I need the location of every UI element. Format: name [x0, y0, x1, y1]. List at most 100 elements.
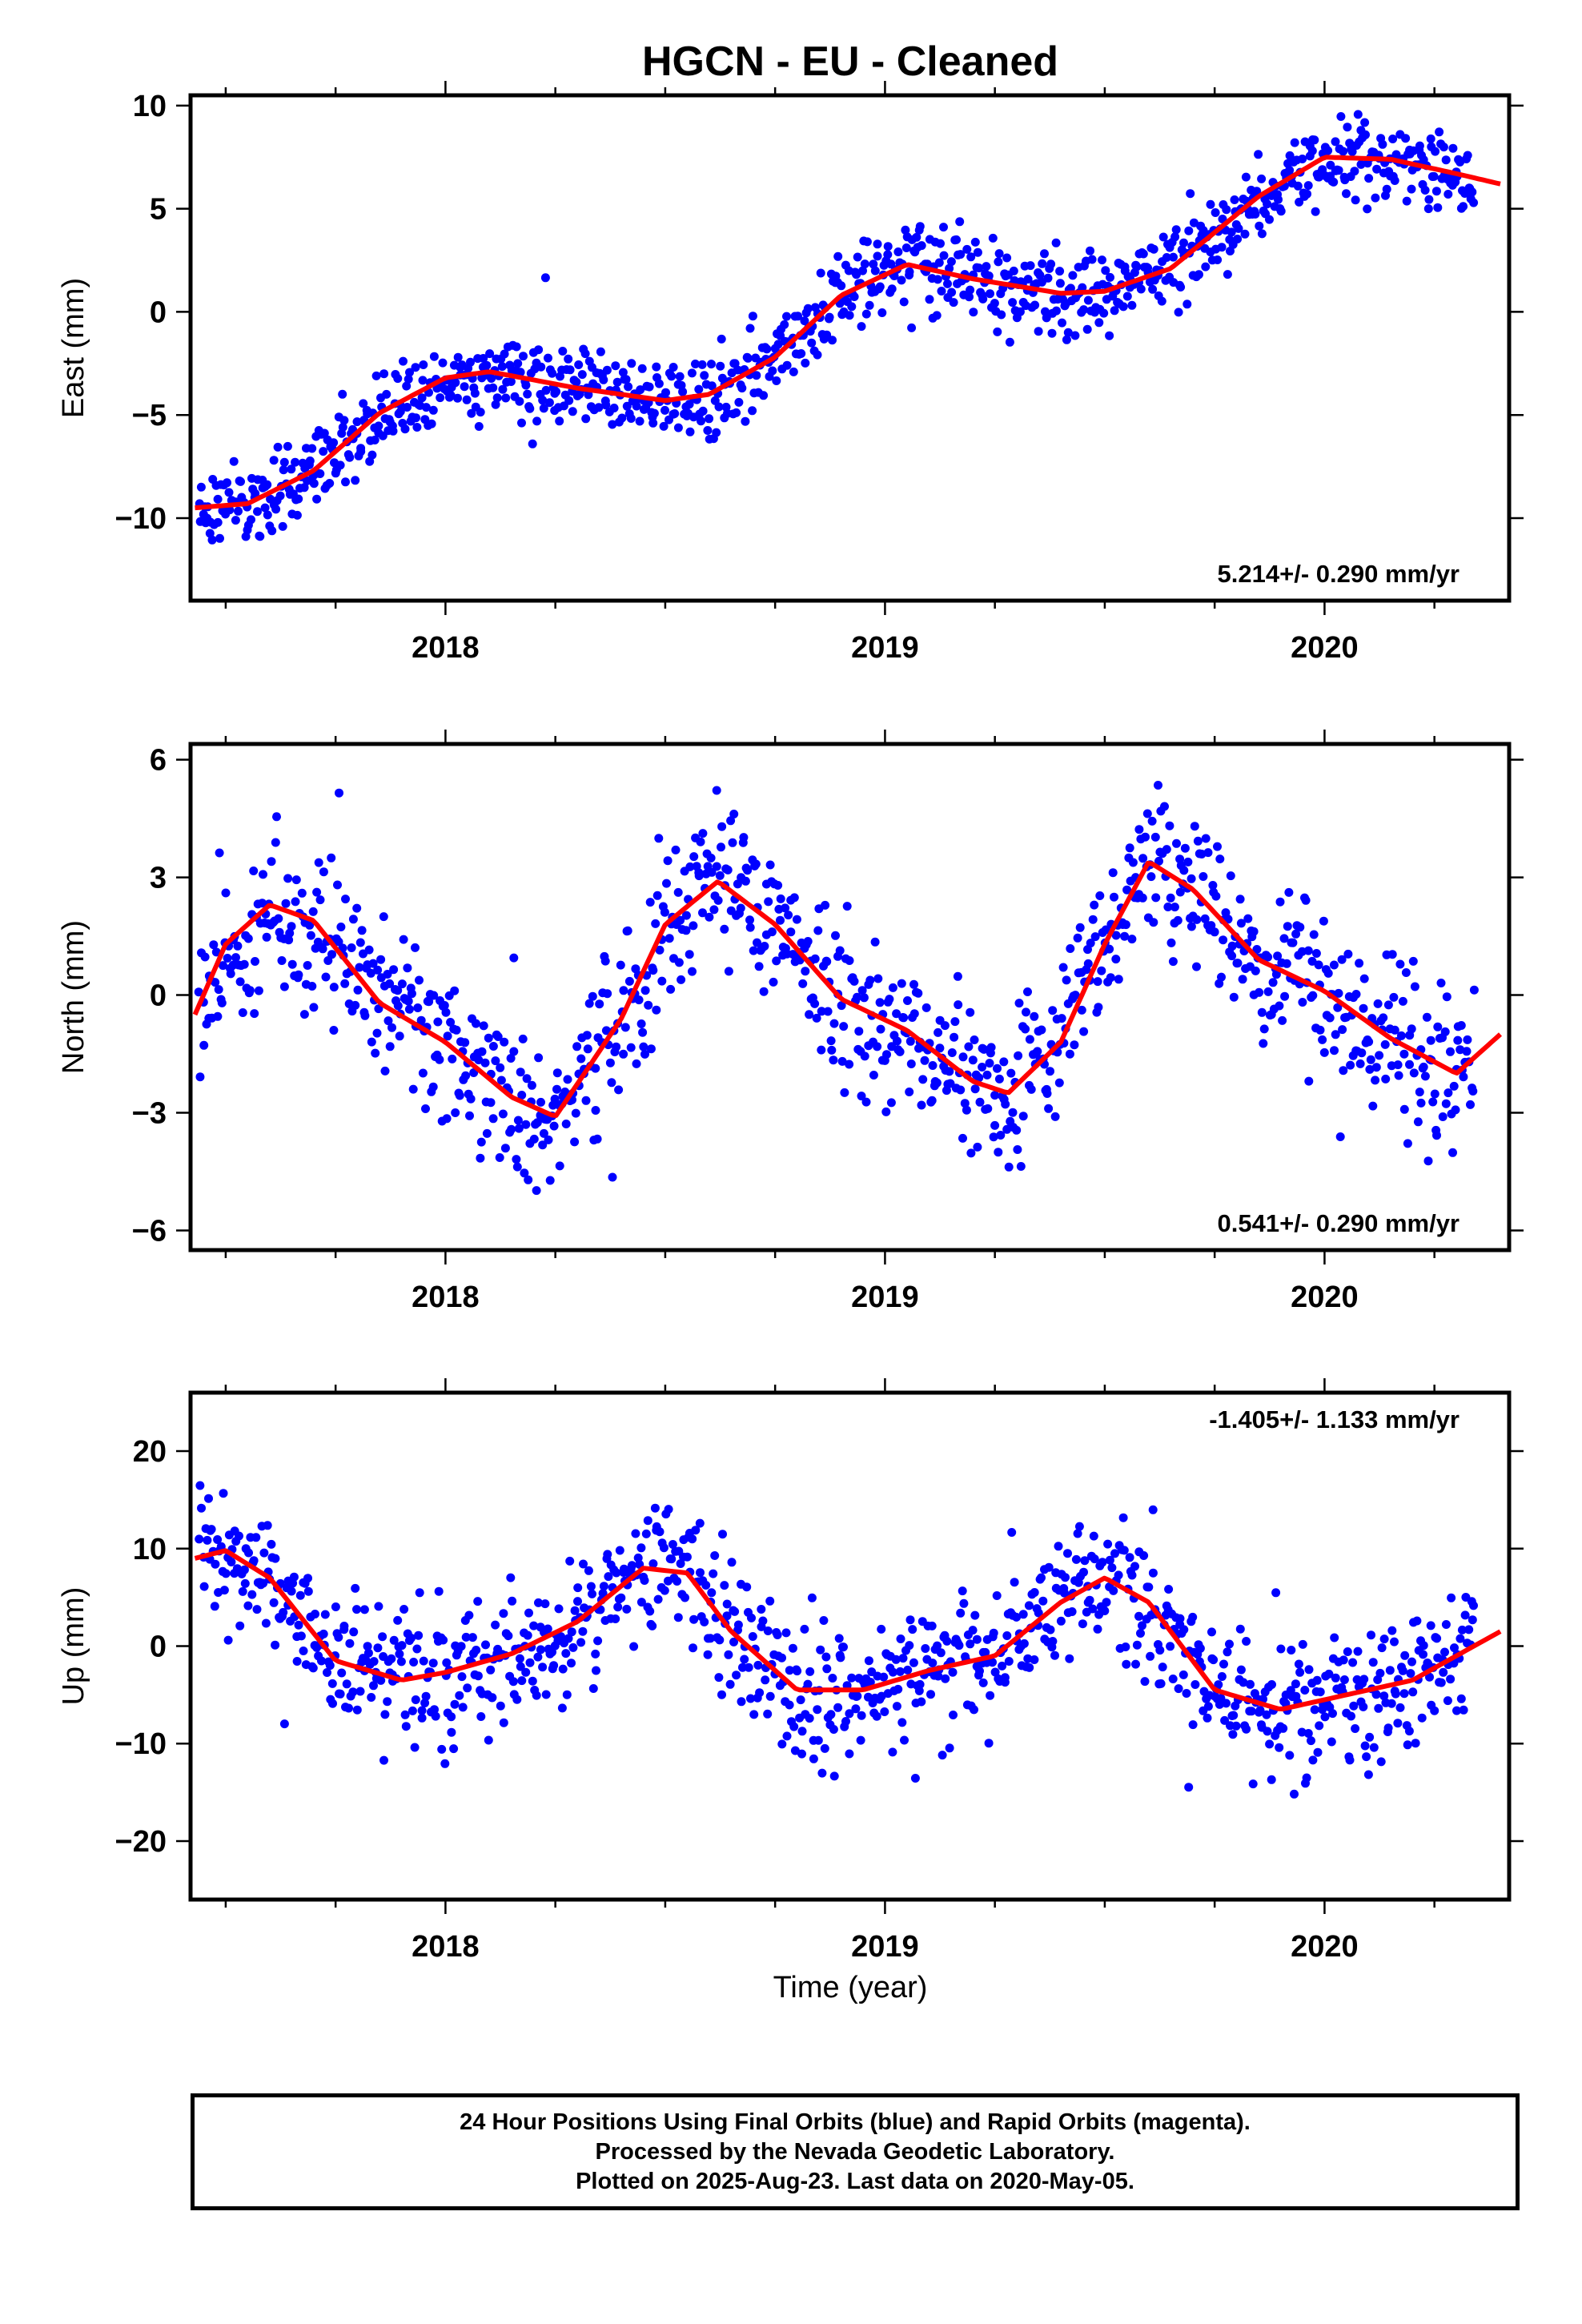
- data-point: [1063, 1549, 1072, 1558]
- data-point: [612, 377, 622, 387]
- data-point: [781, 903, 790, 913]
- data-point: [748, 406, 757, 416]
- data-point: [1420, 186, 1430, 195]
- data-point: [900, 1735, 909, 1745]
- data-point: [1168, 1675, 1178, 1683]
- data-point: [528, 1676, 537, 1686]
- fit-curve: [194, 1548, 1502, 1711]
- data-point: [717, 822, 727, 831]
- data-point: [415, 1588, 424, 1598]
- data-point: [1347, 1711, 1355, 1721]
- data-point: [1446, 1047, 1455, 1056]
- data-point: [338, 389, 347, 399]
- data-point: [1331, 1030, 1340, 1039]
- data-point: [581, 414, 591, 424]
- data-point: [1002, 1631, 1012, 1640]
- data-point: [733, 879, 742, 889]
- data-point: [429, 352, 439, 361]
- data-point: [287, 1586, 296, 1596]
- data-point: [1263, 1727, 1272, 1736]
- data-point: [1364, 174, 1374, 183]
- data-point: [732, 408, 741, 417]
- data-point: [725, 1679, 735, 1689]
- data-point: [602, 365, 612, 375]
- data-point: [284, 935, 294, 945]
- data-point: [452, 1025, 461, 1035]
- data-point: [221, 1569, 231, 1578]
- data-point: [1334, 988, 1343, 998]
- data-point: [785, 1666, 794, 1675]
- data-point: [1184, 226, 1194, 235]
- data-point: [311, 1610, 319, 1618]
- data-point: [486, 1098, 496, 1108]
- data-point: [956, 1085, 966, 1095]
- data-point: [611, 361, 620, 371]
- data-point: [235, 1531, 243, 1541]
- data-point: [235, 1621, 245, 1630]
- data-point: [710, 1551, 720, 1560]
- data-point: [782, 1731, 792, 1741]
- data-point: [1463, 151, 1472, 160]
- data-point: [671, 845, 681, 854]
- data-point: [327, 1679, 337, 1688]
- data-point: [706, 853, 716, 862]
- data-point: [860, 1051, 869, 1061]
- data-point: [861, 1097, 871, 1107]
- data-point: [945, 263, 954, 273]
- data-point: [1146, 1651, 1155, 1661]
- data-point: [408, 1084, 418, 1094]
- data-point: [1348, 1658, 1358, 1667]
- data-point: [466, 1094, 476, 1104]
- data-point: [703, 426, 713, 435]
- data-point: [339, 1622, 349, 1630]
- data-point: [1023, 275, 1033, 284]
- data-point: [1255, 1706, 1265, 1715]
- data-point: [1184, 1783, 1194, 1792]
- data-point: [1230, 195, 1239, 204]
- data-point: [1450, 1643, 1459, 1653]
- data-point: [1110, 892, 1118, 902]
- data-point: [737, 384, 747, 393]
- data-point: [1005, 337, 1014, 347]
- data-point: [558, 1664, 568, 1674]
- data-point: [893, 1036, 901, 1046]
- data-point: [1387, 1626, 1397, 1635]
- data-point: [1351, 195, 1360, 205]
- data-point: [498, 384, 508, 394]
- data-point: [1206, 199, 1215, 209]
- data-point: [934, 1027, 943, 1037]
- data-point: [1356, 159, 1366, 169]
- data-point: [611, 1614, 620, 1623]
- data-point: [205, 529, 215, 538]
- data-point: [1365, 1732, 1375, 1742]
- data-point: [1033, 1047, 1042, 1056]
- data-point: [240, 1578, 250, 1588]
- data-point: [1075, 923, 1085, 932]
- data-point: [528, 439, 537, 448]
- data-point: [540, 1599, 550, 1609]
- data-point: [784, 911, 793, 920]
- data-point: [1048, 1637, 1058, 1646]
- data-point: [291, 457, 300, 467]
- data-point: [1078, 1619, 1087, 1629]
- data-point: [351, 1000, 360, 1010]
- data-point: [1100, 1606, 1110, 1615]
- data-point: [557, 1703, 567, 1713]
- data-point: [303, 476, 312, 485]
- data-point: [1456, 1021, 1466, 1030]
- data-point: [1140, 1677, 1150, 1687]
- y-axis-label: North (mm): [57, 920, 90, 1074]
- data-point: [450, 986, 460, 995]
- data-point: [603, 989, 612, 999]
- data-point: [235, 977, 245, 987]
- data-point: [401, 1722, 411, 1731]
- data-point: [667, 1554, 677, 1564]
- data-point: [810, 999, 820, 1008]
- data-point: [1251, 966, 1260, 975]
- data-point: [1146, 872, 1156, 882]
- data-point: [1026, 1084, 1036, 1094]
- data-point: [877, 1624, 886, 1634]
- data-point: [292, 1657, 302, 1666]
- data-point: [199, 1582, 209, 1591]
- data-point: [465, 1111, 474, 1120]
